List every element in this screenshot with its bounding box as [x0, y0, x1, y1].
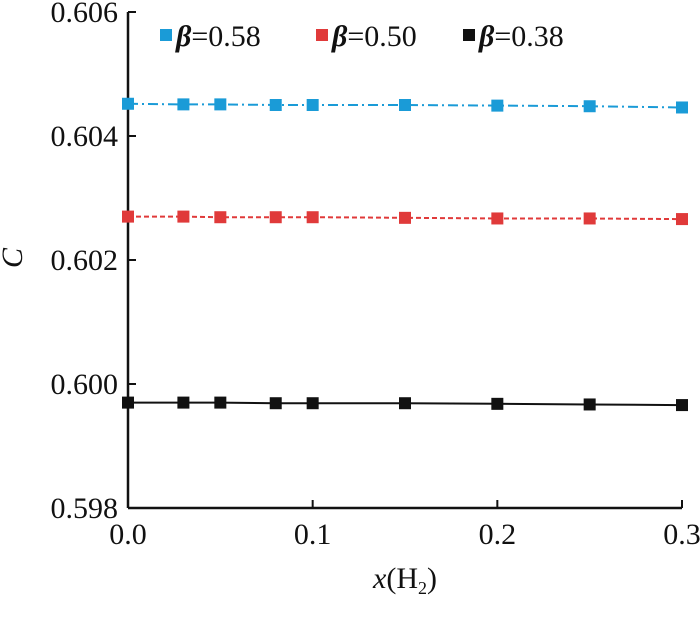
x-axis-label-element: H	[396, 562, 418, 595]
data-point	[491, 397, 504, 410]
data-point	[583, 100, 596, 113]
data-point	[214, 98, 227, 111]
data-point	[491, 99, 504, 112]
data-point	[177, 396, 190, 409]
legend-beta: β	[331, 20, 348, 53]
series-layer	[122, 97, 688, 412]
data-point	[676, 101, 688, 114]
data-point	[676, 213, 688, 226]
x-tick-label: 0.3	[663, 518, 700, 551]
x-axis-label: x(H2)	[372, 562, 437, 598]
data-point	[214, 211, 227, 224]
legend-beta: β	[478, 20, 495, 53]
data-point	[269, 211, 282, 224]
legend-value: =0.38	[494, 20, 563, 53]
x-axis-label-close: )	[427, 562, 437, 595]
axes	[126, 12, 682, 510]
legend-item: β=0.50	[316, 20, 417, 53]
legend-label: β=0.38	[478, 20, 564, 53]
data-point	[122, 396, 134, 409]
x-tick-label: 0.0	[109, 518, 147, 551]
data-point	[399, 211, 411, 224]
data-point	[583, 212, 596, 225]
y-tick-label: 0.604	[51, 120, 119, 153]
data-point	[269, 99, 282, 111]
y-tick-label: 0.598	[51, 492, 119, 525]
x-axis-label-subscript: 2	[418, 578, 427, 598]
legend-item: β=0.58	[160, 20, 261, 53]
data-point	[583, 398, 596, 411]
legend-label: β=0.50	[331, 20, 417, 53]
x-tick-label: 0.2	[479, 518, 517, 551]
y-tick-label: 0.600	[51, 368, 119, 401]
data-point	[122, 97, 134, 110]
data-point	[306, 397, 319, 410]
legend-marker	[463, 29, 475, 41]
x-axis-label-open: (	[386, 562, 396, 595]
x-axis-label-symbol: x	[372, 562, 387, 595]
y-tick-label: 0.606	[51, 0, 119, 29]
legend-marker	[316, 29, 328, 41]
legend-value: =0.50	[347, 20, 416, 53]
data-point	[676, 399, 688, 412]
legend-beta: β	[175, 20, 192, 53]
data-point	[306, 99, 319, 111]
data-point	[399, 397, 411, 410]
legend-label: β=0.58	[175, 20, 261, 53]
data-point	[177, 98, 190, 111]
data-point	[491, 212, 504, 225]
legend-marker	[160, 29, 172, 41]
legend: β=0.58 β=0.50 β=0.38	[160, 20, 564, 53]
data-point	[399, 99, 411, 111]
series	[122, 210, 688, 226]
data-point	[177, 210, 190, 223]
x-tick-label: 0.1	[294, 518, 332, 551]
data-point	[122, 210, 134, 223]
data-point	[306, 211, 319, 224]
data-point	[214, 396, 227, 409]
series	[122, 396, 688, 412]
legend-item: β=0.38	[463, 20, 564, 53]
data-point	[269, 397, 282, 410]
y-tick-label: 0.602	[51, 244, 119, 277]
ticks: 0.598 0.600 0.602 0.604 0.606 0.0 0.1 0.2 0.3	[51, 0, 700, 551]
series	[122, 97, 688, 114]
y-axis-label: C	[0, 247, 29, 268]
legend-value: =0.58	[191, 20, 260, 53]
